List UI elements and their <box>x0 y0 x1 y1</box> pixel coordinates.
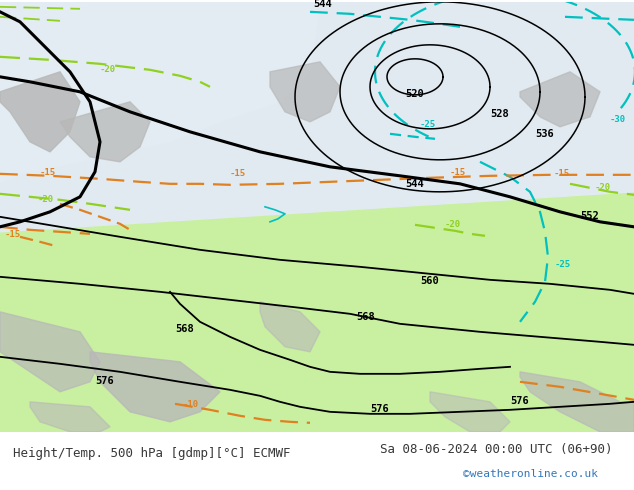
Text: -15: -15 <box>40 168 56 177</box>
Polygon shape <box>380 2 634 147</box>
Text: 576: 576 <box>371 404 389 414</box>
Polygon shape <box>260 302 320 352</box>
Text: 560: 560 <box>420 276 439 286</box>
Text: -10: -10 <box>183 400 199 409</box>
Text: -20: -20 <box>100 65 116 74</box>
Text: ©weatheronline.co.uk: ©weatheronline.co.uk <box>463 469 598 479</box>
Text: 520: 520 <box>406 89 424 99</box>
Text: 568: 568 <box>356 312 375 322</box>
Text: -30: -30 <box>610 115 626 124</box>
Polygon shape <box>270 62 340 122</box>
Text: 544: 544 <box>406 179 424 189</box>
Text: 552: 552 <box>581 211 599 221</box>
Text: -25: -25 <box>420 120 436 129</box>
Text: -20: -20 <box>445 220 461 229</box>
Text: 536: 536 <box>536 129 554 139</box>
Text: Sa 08-06-2024 00:00 UTC (06+90): Sa 08-06-2024 00:00 UTC (06+90) <box>380 443 613 456</box>
Text: Height/Temp. 500 hPa [gdmp][°C] ECMWF: Height/Temp. 500 hPa [gdmp][°C] ECMWF <box>13 447 290 460</box>
Text: 576: 576 <box>96 376 114 386</box>
Text: -20: -20 <box>38 195 54 204</box>
Polygon shape <box>520 72 600 127</box>
Polygon shape <box>430 392 510 432</box>
Polygon shape <box>0 2 634 232</box>
Polygon shape <box>520 372 634 432</box>
Text: -15: -15 <box>5 230 21 239</box>
Text: 568: 568 <box>176 324 195 334</box>
Text: -15: -15 <box>230 169 246 178</box>
Text: -15: -15 <box>554 169 570 178</box>
Polygon shape <box>0 312 100 392</box>
Text: 544: 544 <box>314 0 332 9</box>
Polygon shape <box>30 402 110 432</box>
Text: -25: -25 <box>555 260 571 269</box>
Polygon shape <box>90 352 220 422</box>
Polygon shape <box>60 102 150 162</box>
Polygon shape <box>0 72 80 152</box>
Polygon shape <box>0 2 320 182</box>
Text: -15: -15 <box>450 168 466 177</box>
Text: -20: -20 <box>595 183 611 192</box>
Text: 528: 528 <box>491 109 509 119</box>
Text: 576: 576 <box>510 396 529 406</box>
